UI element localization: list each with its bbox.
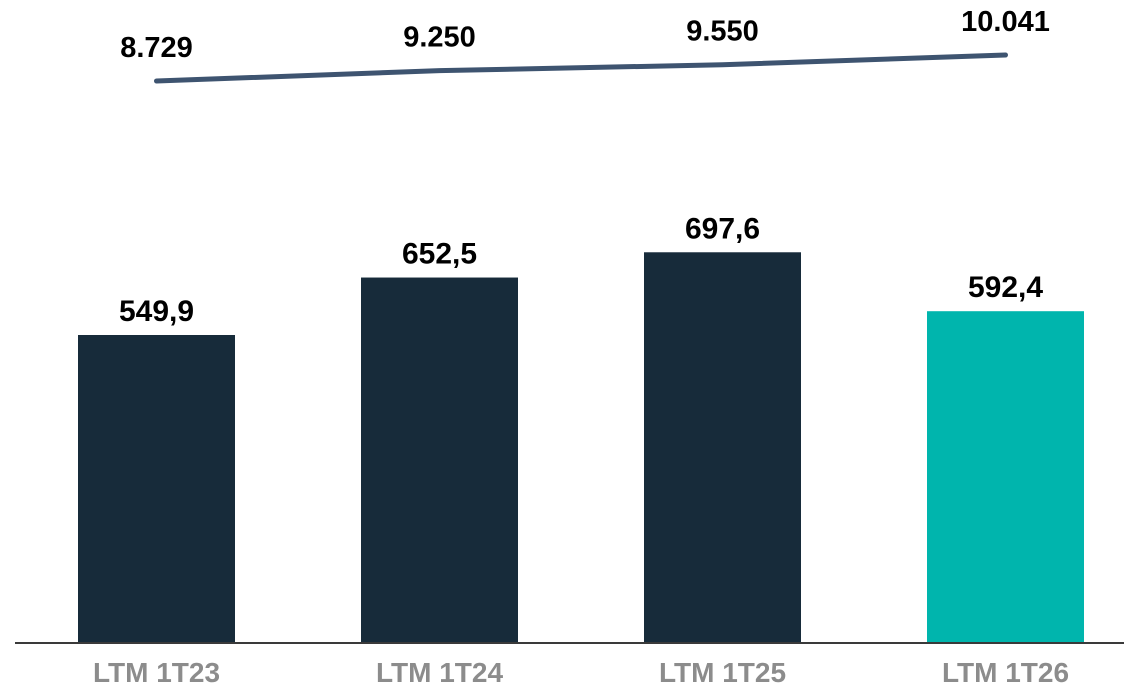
bar-value-label-1: 549,9: [119, 295, 194, 328]
line-value-label-1: 8.729: [120, 32, 193, 64]
line-value-label-2: 9.250: [403, 22, 476, 54]
bar-1: [78, 335, 235, 643]
x-tick-label-3: LTM 1T25: [659, 657, 786, 688]
x-tick-label-2: LTM 1T24: [376, 657, 503, 688]
bar-value-label-3: 697,6: [685, 212, 760, 245]
bar-value-label-4: 592,4: [968, 271, 1043, 304]
bar-2: [361, 277, 518, 643]
line-series: [154, 52, 1008, 84]
bar-4: [927, 311, 1084, 643]
labels-layer: 549,9 652,5 697,6 592,4 8.729 9.250 9.550 10.04…: [93, 6, 1069, 688]
bar-value-label-2: 652,5: [402, 238, 477, 271]
bars-layer: [78, 252, 1084, 644]
x-tick-label-4: LTM 1T26: [942, 657, 1069, 688]
line-value-label-3: 9.550: [686, 16, 759, 48]
x-tick-label-1: LTM 1T23: [93, 657, 220, 688]
bar-3: [644, 252, 801, 644]
line-layer: [154, 52, 1008, 84]
line-value-label-4: 10.041: [961, 6, 1050, 38]
